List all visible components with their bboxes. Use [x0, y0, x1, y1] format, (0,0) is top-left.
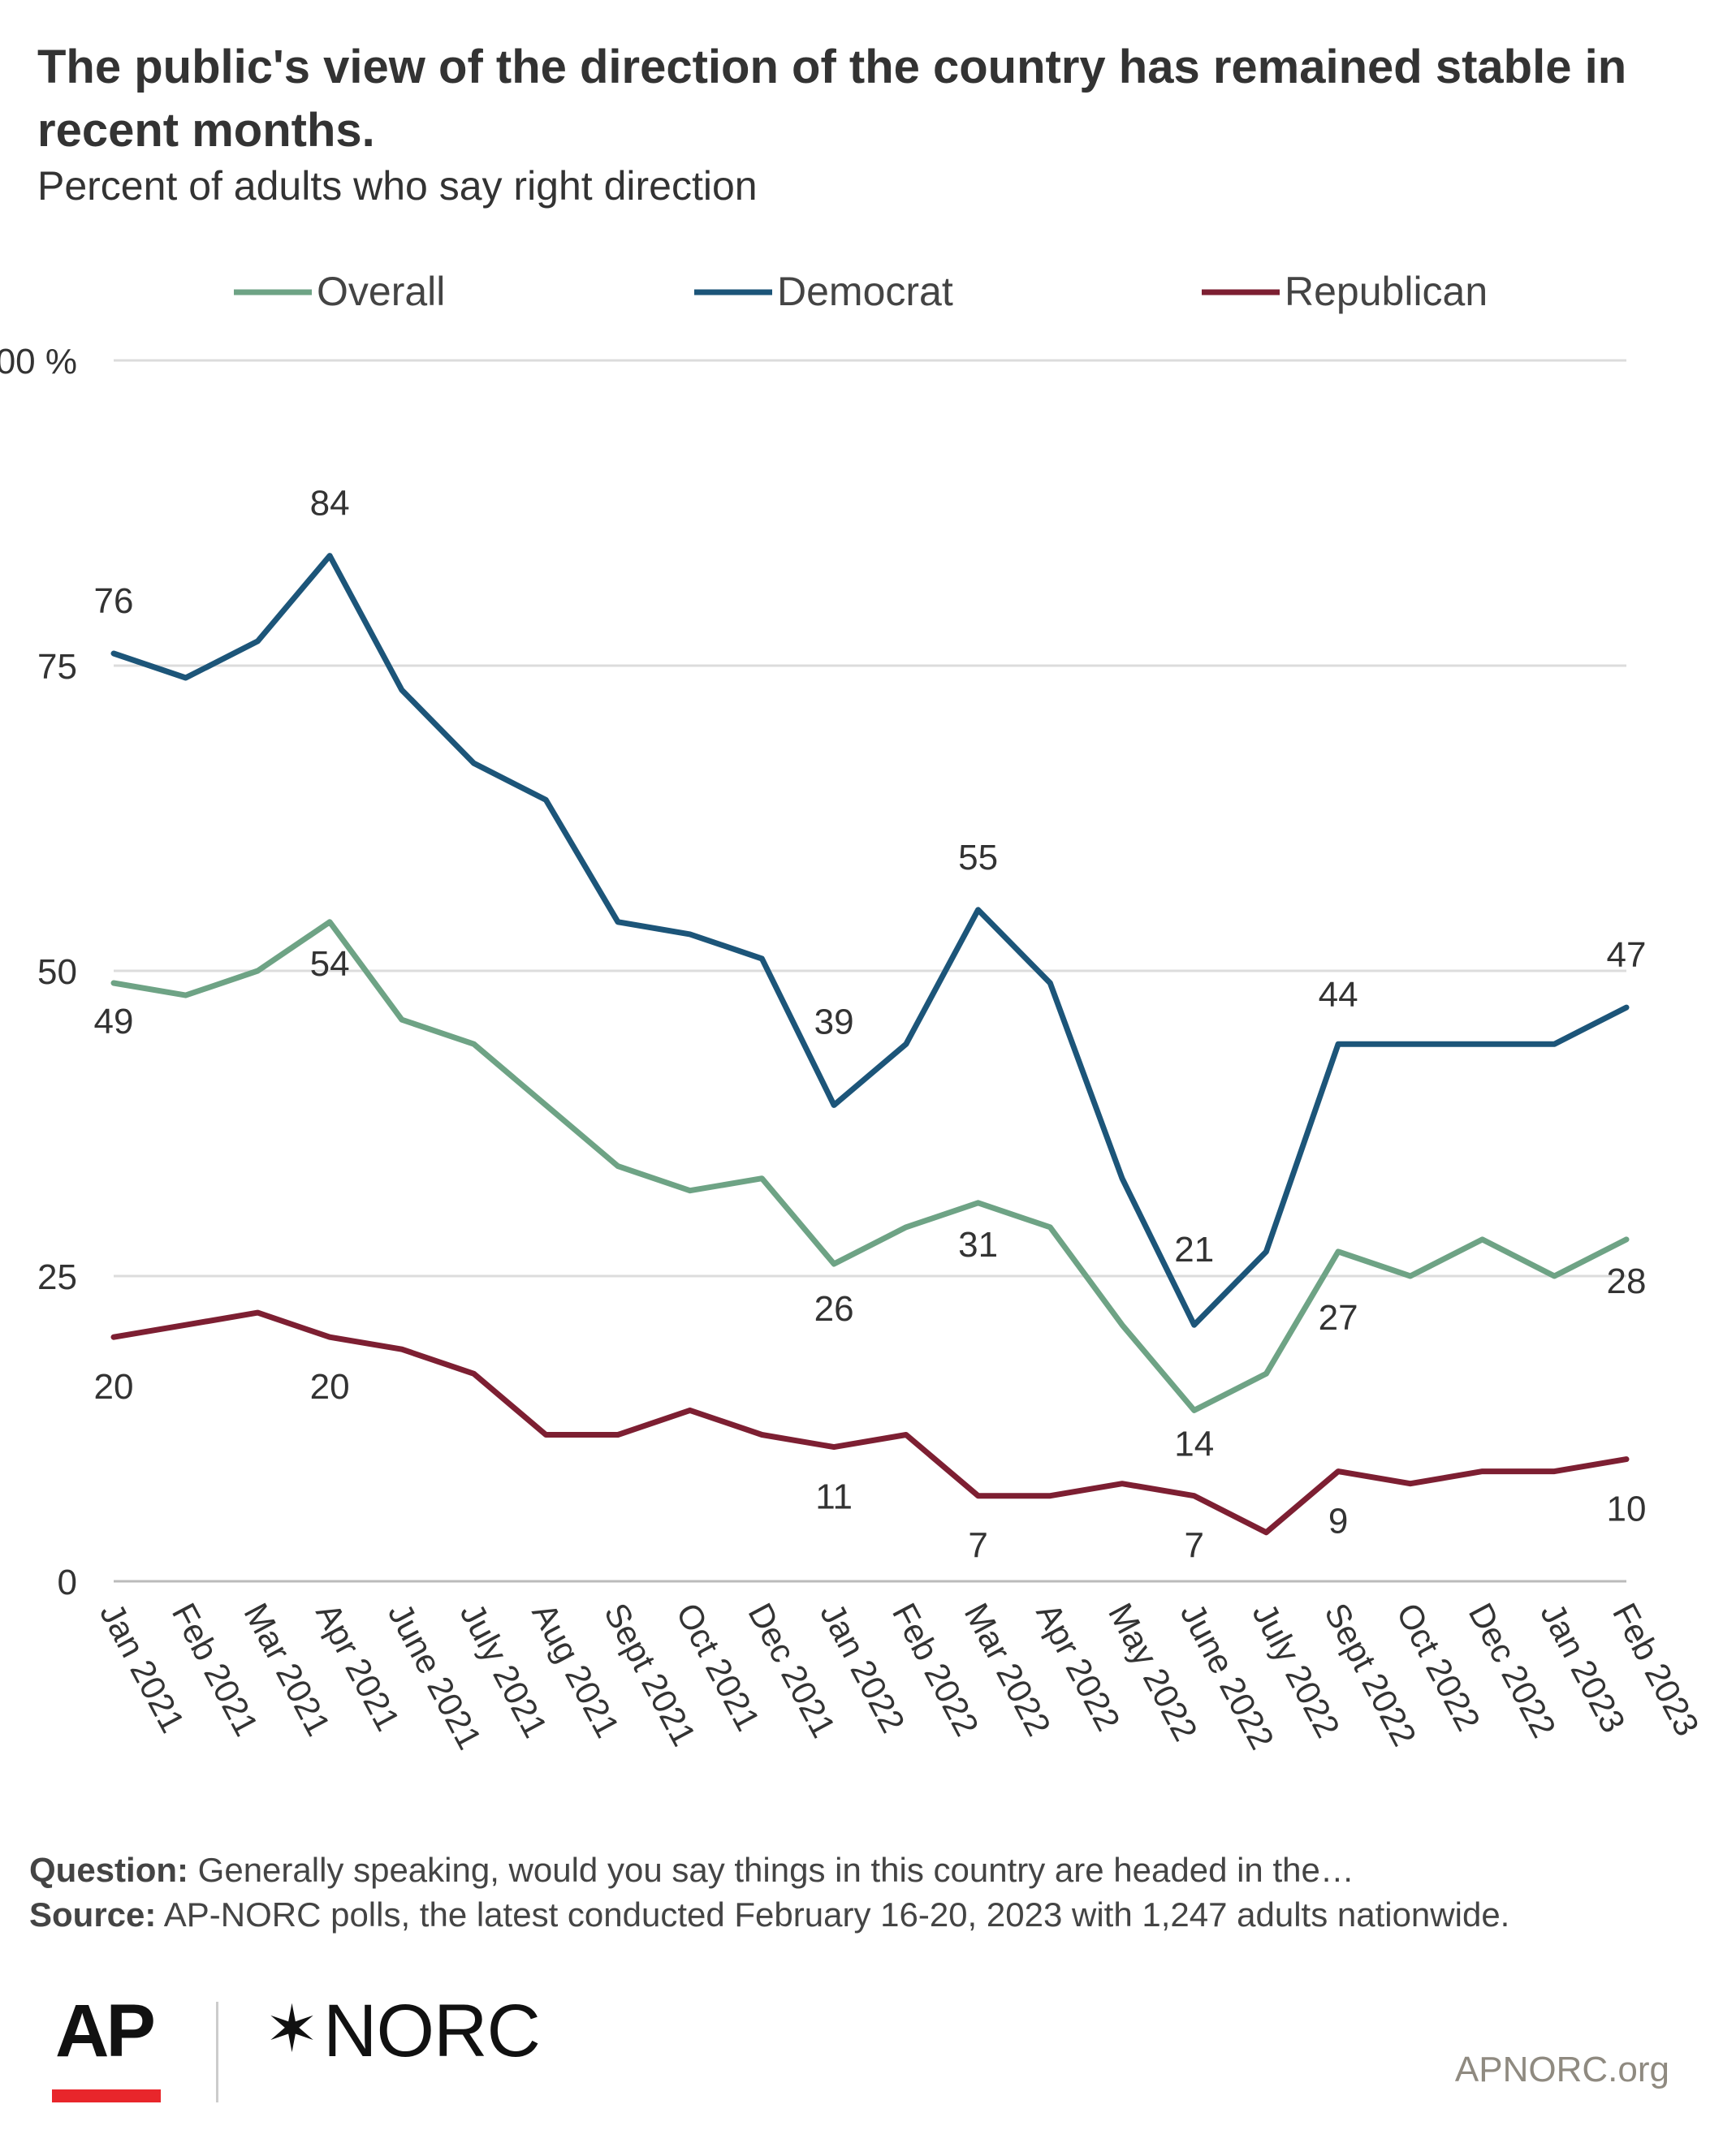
data-label-democrat: 39 — [814, 1002, 854, 1041]
series-lines — [110, 553, 1630, 1536]
data-label-democrat: 44 — [1319, 975, 1358, 1015]
ap-logo-underline — [52, 2089, 161, 2102]
data-label-democrat: 76 — [94, 581, 134, 621]
star-burst-icon: ✶ — [265, 1993, 319, 2065]
series-line-overall — [110, 919, 1630, 1413]
data-label-democrat: 55 — [958, 838, 998, 877]
y-tick-label: 75 — [37, 647, 77, 687]
legend-label-democrat: Democrat — [777, 269, 953, 314]
data-label-republican: 9 — [1328, 1502, 1348, 1542]
series-line-republican — [110, 1309, 1630, 1536]
data-label-overall: 27 — [1319, 1298, 1358, 1338]
data-label-democrat: 84 — [310, 484, 350, 524]
chart-title: The public's view of the direction of th… — [37, 41, 1627, 157]
data-label-overall: 26 — [814, 1289, 854, 1329]
data-label-republican: 7 — [1184, 1526, 1203, 1566]
y-tick-label: 50 — [37, 952, 77, 992]
data-label-overall: 31 — [958, 1225, 998, 1265]
legend-label-overall: Overall — [317, 269, 445, 314]
data-label-republican: 7 — [968, 1526, 987, 1566]
legend-label-republican: Republican — [1285, 269, 1488, 314]
data-label-republican: 11 — [815, 1477, 853, 1517]
data-label-democrat: 47 — [1607, 935, 1647, 975]
question-label: Question: — [29, 1851, 188, 1889]
data-label-overall: 54 — [310, 944, 350, 984]
y-tick-label: 25 — [37, 1257, 77, 1297]
question-text: Generally speaking, would you say things… — [197, 1851, 1354, 1889]
data-label-overall: 14 — [1174, 1424, 1214, 1464]
legend: Overall Democrat Republican — [234, 269, 1488, 314]
data-labels: 49 54 26 31 14 27 28 76 84 39 55 21 44 47 20 20 11 7 7 9 10 — [94, 484, 1647, 1566]
data-label-republican: 10 — [1607, 1490, 1647, 1529]
source-note: Source: AP-NORC polls, the latest conduc… — [29, 1895, 1509, 1934]
logo-divider — [216, 2002, 218, 2102]
data-label-overall: 49 — [94, 1002, 134, 1041]
norc-logo: ✶NORC — [265, 1989, 541, 2074]
chart-subtitle: Percent of adults who say right directio… — [37, 163, 758, 209]
norc-logo-text: NORC — [323, 1990, 541, 2072]
question-note: Question: Generally speaking, would you … — [29, 1851, 1354, 1890]
series-line-democrat — [110, 553, 1630, 1328]
data-label-democrat: 21 — [1174, 1230, 1214, 1270]
data-label-overall: 28 — [1607, 1261, 1647, 1301]
y-tick-label: 0 — [58, 1563, 77, 1602]
site-link[interactable]: APNORC.org — [1454, 2050, 1669, 2089]
source-label: Source: — [29, 1895, 157, 1934]
ap-logo: AP — [55, 1990, 156, 2072]
data-label-republican: 20 — [310, 1367, 350, 1407]
source-text: AP-NORC polls, the latest conducted Febr… — [163, 1895, 1510, 1934]
y-axis-ticks: 0 25 50 75 100 % — [0, 342, 77, 1602]
y-tick-label: 100 % — [0, 342, 77, 382]
data-label-republican: 20 — [94, 1367, 134, 1407]
